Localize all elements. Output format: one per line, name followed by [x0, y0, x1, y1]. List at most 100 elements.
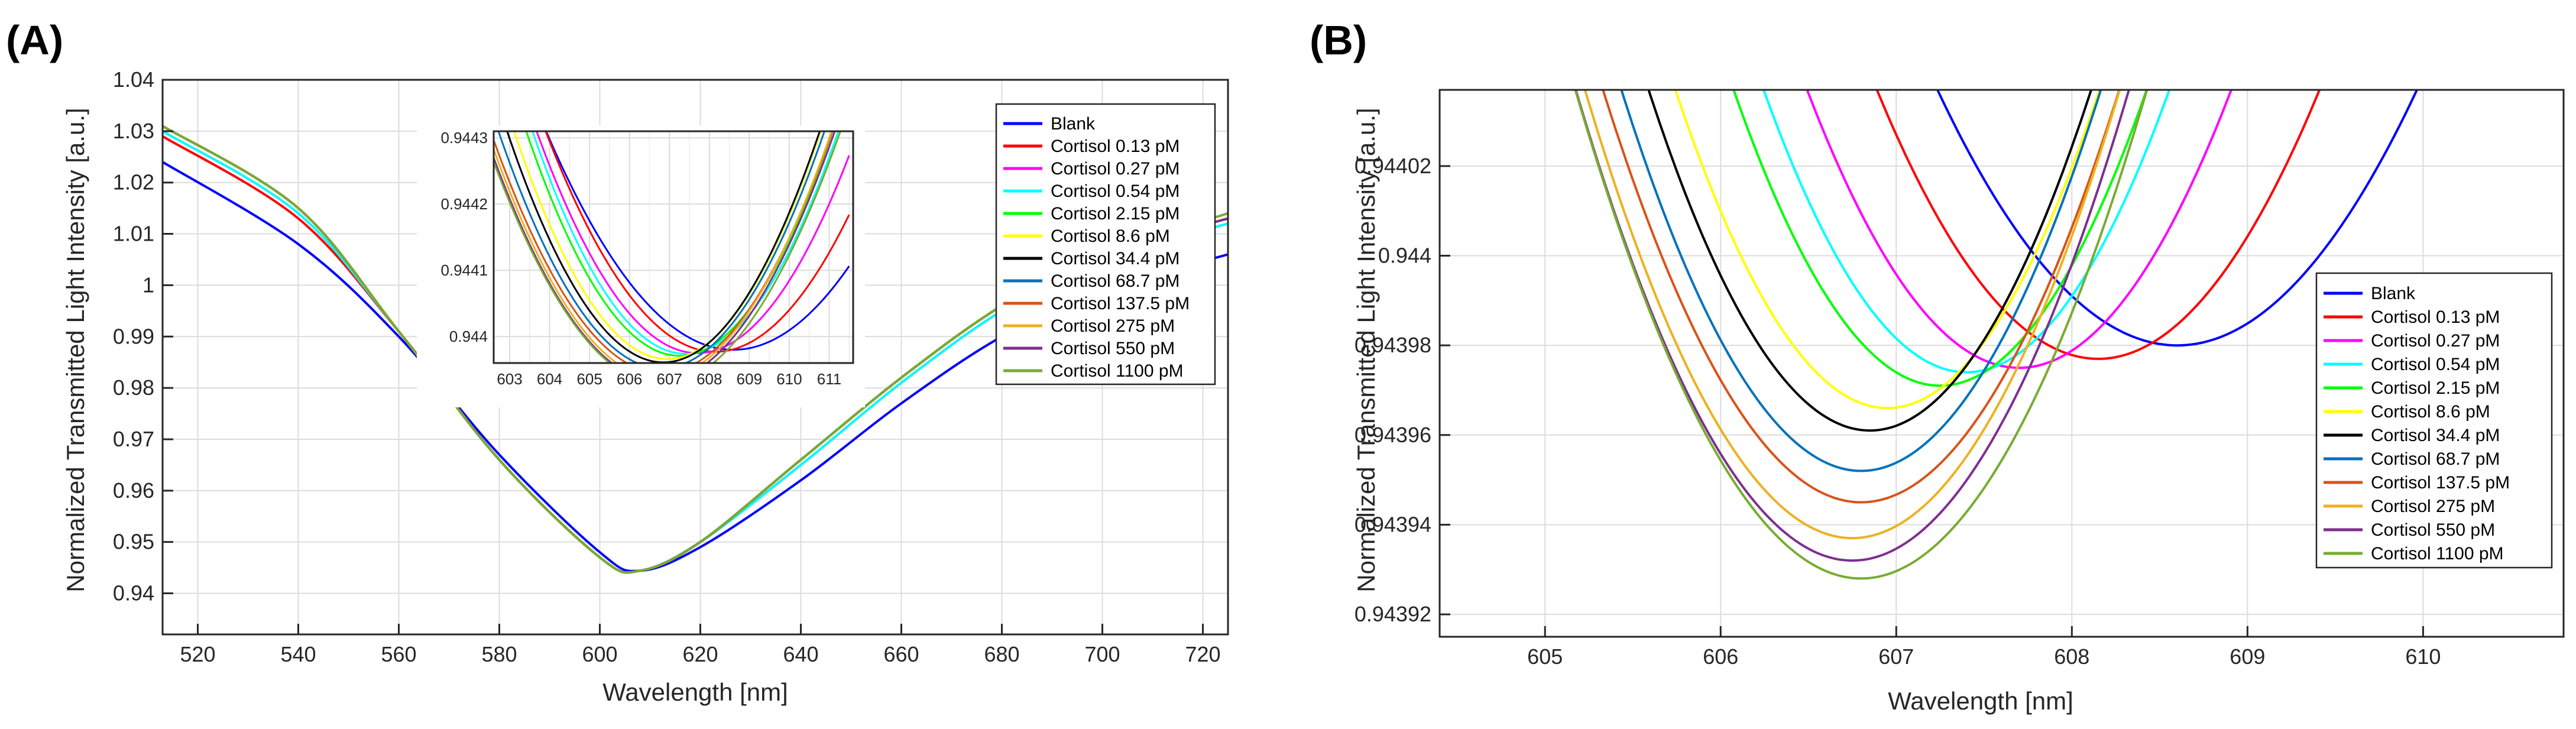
legend-entry: Cortisol 137.5 pM [1051, 294, 1190, 313]
panel-a-x-tick-label: 660 [883, 642, 919, 666]
panel-b-chart: 605 606 607 608 609 610 0.94392 0.94394 0.94396 0… [1352, 89, 2565, 715]
panel-a-y-tick-label: 1.01 [113, 222, 154, 246]
panel-a-y-tick-label: 0.97 [113, 427, 154, 451]
panel-a-ticks: 520 540 560 580 600 620 640 660 680 700 720 0.94 0.9… [113, 67, 1221, 666]
legend-entry: Cortisol 68.7 pM [1051, 271, 1180, 291]
panel-a-y-tick-label: 0.94 [113, 581, 154, 605]
panel-b-series-line [1574, 90, 2149, 580]
legend-entry: Cortisol 0.54 pM [1051, 182, 1180, 201]
panel-a-y-tick-label: 0.96 [113, 478, 154, 503]
inset-x-tick-label: 607 [657, 370, 682, 388]
inset-x-tick-label: 609 [737, 370, 762, 388]
inset-x-tick-label: 611 [817, 370, 841, 388]
inset-axes-box [492, 130, 854, 364]
panel-b-axes-box [1438, 89, 2565, 638]
panel-b-series-line [1620, 90, 2102, 472]
panel-a-y-tick-label: 0.99 [113, 324, 154, 348]
panel-a-x-tick-label: 620 [682, 642, 718, 666]
panel-b-y-axis-title: Normalized Transmitted Light Intensity [… [1352, 108, 1380, 592]
panel-b-y-tick-label: 0.94398 [1355, 333, 1431, 357]
panel-b-series-line [1762, 90, 2171, 374]
panel-a-axes-box [161, 79, 1229, 636]
legend-entry: Cortisol 0.27 pM [2371, 331, 2500, 351]
panel-a-x-tick-label: 520 [180, 642, 215, 666]
legend-entry: Blank [1051, 114, 1096, 134]
panel-a-x-tick-label: 540 [280, 642, 316, 666]
panel-b-y-tick-label: 0.944 [1378, 244, 1431, 268]
legend-entry: Cortisol 0.54 pM [2371, 355, 2500, 374]
panel-a-x-tick-label: 640 [783, 642, 818, 666]
panel-b-series-line [1674, 90, 2101, 410]
panel-a-y-tick-label: 1.04 [113, 67, 154, 92]
inset-series-line [497, 131, 826, 363]
panel-a-x-tick-label: 680 [984, 642, 1019, 666]
panel-b-y-tick-label: 0.94402 [1355, 154, 1431, 178]
panel-a-y-tick-label: 0.95 [113, 530, 154, 554]
inset-x-tick-label: 603 [497, 370, 522, 388]
inset-series-line [506, 131, 821, 363]
legend-entry: Cortisol 34.4 pM [2371, 426, 2500, 445]
panel-a-legend: Blank Cortisol 0.13 pM Cortisol 0.27 pM Cor… [995, 103, 1216, 385]
panel-a-y-axis-title: Normalized Transmitted Light Intensity [… [61, 108, 89, 592]
panel-b-y-tick-label: 0.94392 [1355, 602, 1431, 626]
inset-x-tick-label: 606 [617, 370, 642, 388]
legend-entry: Cortisol 275 pM [1051, 316, 1175, 336]
legend-entry: Cortisol 1100 pM [2371, 544, 2504, 563]
panel-a-x-tick-label: 700 [1084, 642, 1120, 666]
panel-b-series-line [1647, 90, 2093, 432]
legend-entry: Cortisol 34.4 pM [1051, 249, 1180, 268]
legend-entry: Blank [2371, 284, 2416, 303]
legend-entry: Cortisol 8.6 pM [2371, 402, 2490, 422]
panel-b-series-line [1583, 90, 2121, 540]
panel-b-series [1574, 90, 2419, 580]
legend-entry: Cortisol 550 pM [1051, 339, 1175, 358]
inset-x-tick-label: 605 [576, 370, 602, 388]
panel-a-y-tick-label: 1.03 [113, 119, 154, 143]
panel-a-x-tick-label: 720 [1185, 642, 1220, 666]
inset-series-line [525, 131, 834, 357]
legend-entry: Cortisol 550 pM [2371, 520, 2495, 540]
legend-entry: Cortisol 1100 pM [1051, 361, 1184, 381]
legend-entry: Cortisol 0.13 pM [1051, 137, 1180, 156]
inset-series-line [536, 131, 850, 354]
inset-y-tick-label: 0.944 [449, 328, 488, 345]
panel-b-y-tick-label: 0.94396 [1355, 423, 1431, 447]
inset-series-line [494, 131, 836, 363]
panel-b-x-tick-label: 609 [2230, 644, 2265, 669]
inset-series-line [513, 131, 822, 360]
panel-b-legend: Blank Cortisol 0.13 pM Cortisol 0.27 pM Cor… [2315, 272, 2553, 569]
legend-entry: Cortisol 0.13 pM [2371, 307, 2500, 327]
inset-x-tick-label: 604 [537, 370, 562, 388]
inset-series-line [494, 131, 833, 363]
panel-b-series-line [1602, 90, 2121, 504]
inset-y-tick-label: 0.9441 [440, 261, 488, 279]
panel-b-x-axis-title: Wavelength [nm] [1888, 687, 2073, 715]
panel-a-label: (A) [6, 17, 63, 63]
panel-a-axes [161, 79, 1229, 636]
inset-y-tick-label: 0.9442 [440, 195, 488, 213]
inset-x-tick-label: 610 [776, 370, 802, 388]
panel-a-x-tick-label: 580 [481, 642, 517, 666]
legend-box [2315, 272, 2553, 569]
legend-entry: Cortisol 68.7 pM [2371, 449, 2500, 469]
panel-b-ticks: 605 606 607 608 609 610 0.94392 0.94394 0.94396 0… [1355, 154, 2441, 669]
inset-x-tick-label: 608 [696, 370, 722, 388]
legend-entry: Cortisol 2.15 pM [1051, 204, 1180, 223]
panel-a-x-tick-label: 600 [582, 642, 617, 666]
inset-background [417, 125, 865, 407]
legend-entry: Cortisol 0.27 pM [1051, 159, 1180, 179]
panel-b-y-tick-label: 0.94394 [1355, 512, 1431, 536]
panel-a-inset: 603 604 605 606 607 608 609 610 611 0.944 0.9441 0.… [417, 125, 865, 407]
panel-a-y-tick-label: 1.02 [113, 170, 154, 195]
legend-entry: Cortisol 275 pM [2371, 497, 2495, 516]
legend-entry: Cortisol 137.5 pM [2371, 473, 2510, 493]
panel-b-series-line [1732, 90, 2148, 387]
panel-b-x-tick-label: 608 [2054, 644, 2089, 669]
panel-b-x-tick-label: 607 [1878, 644, 1914, 669]
panel-a-chart: 520 540 560 580 600 620 640 660 680 700 720 0.94 0.9… [61, 67, 1229, 706]
panel-a-y-tick-label: 0.98 [113, 375, 154, 400]
legend-entry: Cortisol 8.6 pM [1051, 226, 1170, 246]
panel-b-x-tick-label: 606 [1703, 644, 1738, 669]
inset-y-tick-label: 0.9443 [440, 129, 488, 147]
